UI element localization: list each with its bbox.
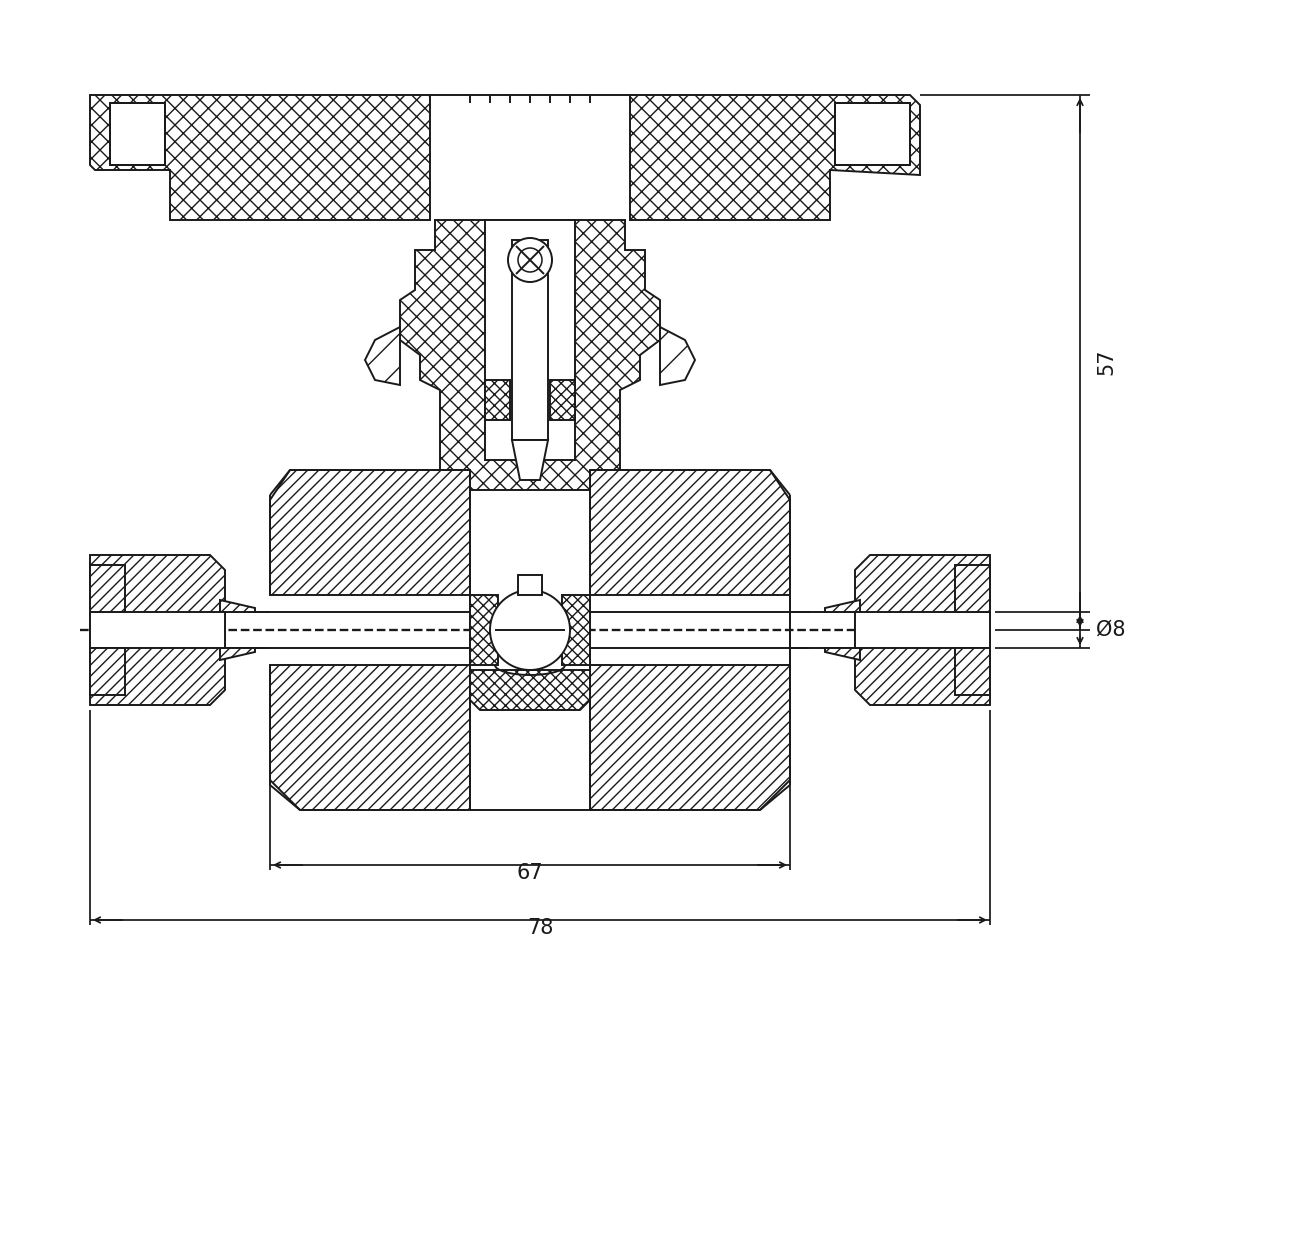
Polygon shape [518, 575, 541, 595]
Polygon shape [399, 220, 660, 491]
Polygon shape [89, 95, 430, 220]
Polygon shape [590, 471, 790, 595]
Polygon shape [89, 613, 225, 647]
Circle shape [490, 590, 570, 670]
Polygon shape [590, 665, 790, 810]
Polygon shape [825, 647, 859, 660]
Text: 78: 78 [527, 918, 553, 937]
Polygon shape [955, 565, 989, 613]
Polygon shape [825, 600, 859, 613]
Polygon shape [551, 380, 576, 420]
Text: 57: 57 [1096, 349, 1116, 375]
Polygon shape [834, 103, 911, 166]
Polygon shape [219, 647, 255, 660]
Polygon shape [470, 595, 498, 665]
Circle shape [509, 238, 552, 283]
Polygon shape [512, 240, 548, 439]
Polygon shape [485, 380, 510, 420]
Text: 67: 67 [516, 863, 543, 883]
Polygon shape [269, 471, 470, 595]
Polygon shape [269, 665, 470, 810]
Polygon shape [89, 647, 125, 695]
Polygon shape [512, 439, 548, 481]
Polygon shape [485, 220, 576, 459]
Polygon shape [89, 565, 125, 613]
Polygon shape [660, 327, 695, 385]
Polygon shape [110, 103, 166, 166]
Polygon shape [955, 647, 989, 695]
Text: Ø8: Ø8 [1096, 620, 1126, 640]
Polygon shape [470, 670, 590, 710]
Polygon shape [629, 95, 920, 220]
Polygon shape [562, 595, 590, 665]
Polygon shape [855, 555, 989, 705]
Polygon shape [219, 600, 255, 613]
Polygon shape [855, 613, 989, 647]
Polygon shape [365, 327, 399, 385]
Polygon shape [89, 555, 225, 705]
